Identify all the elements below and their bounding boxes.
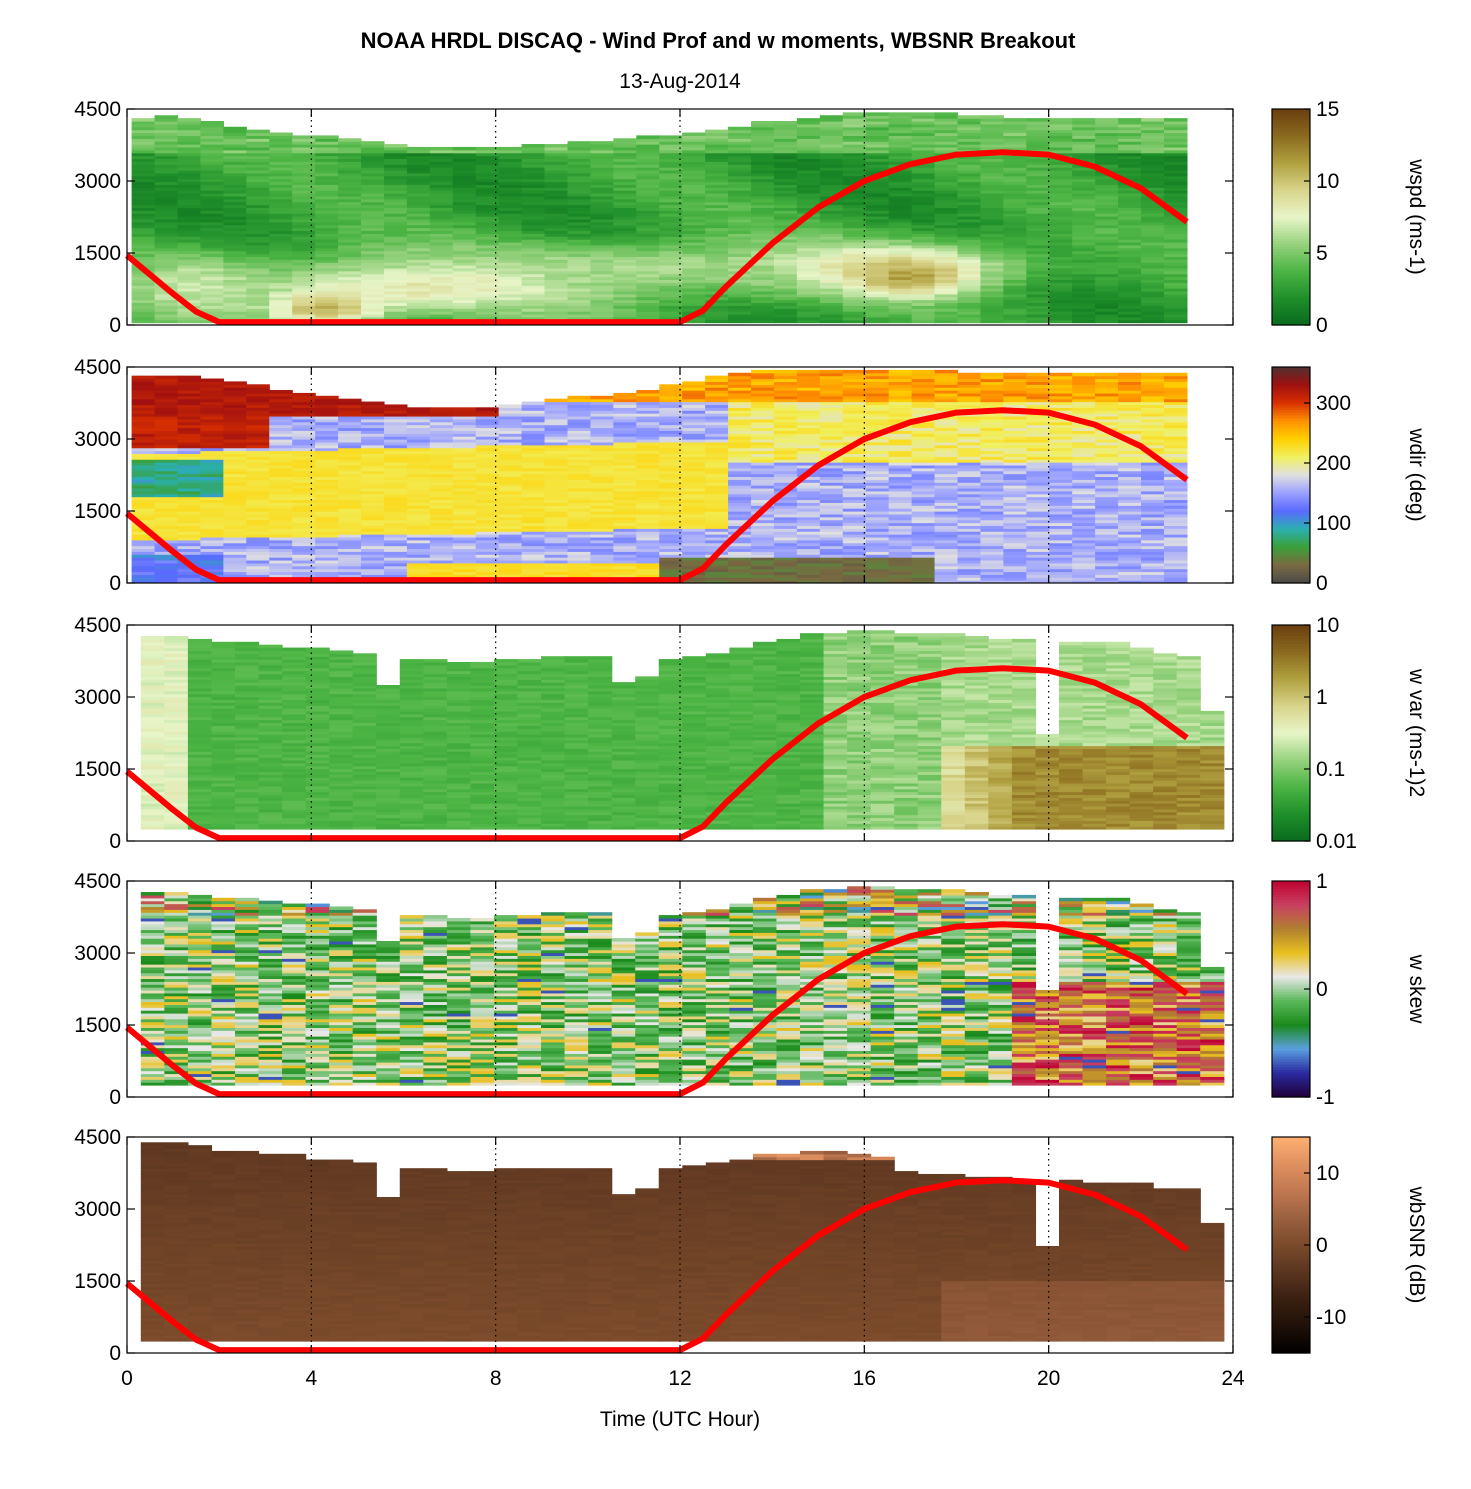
colorbar-tick-label: 0.01: [1316, 830, 1357, 853]
panel-1: 0 1500 3000 4500 0 5 10 15 wspd (ms-1): [74, 98, 1428, 337]
heatmap-field: [131, 112, 1188, 324]
colorbar-tick-label: 10: [1316, 170, 1339, 193]
colorbar-tick-label: -10: [1316, 1306, 1346, 1329]
y-tick-label: 4500: [74, 98, 121, 121]
colorbar-label: wspd (ms-1): [1405, 158, 1428, 275]
y-tick-label: 0: [109, 830, 121, 853]
colorbar-label: w skew: [1405, 954, 1428, 1025]
y-tick-label: 3000: [74, 428, 121, 451]
y-tick-label: 1500: [74, 242, 121, 265]
colorbar-tick-label: 10: [1316, 614, 1339, 637]
x-tick-label: 0: [121, 1367, 133, 1390]
overlay-line: [125, 149, 1189, 326]
panel-3: 0 1500 3000 4500 0.01 0.1 1 10 w var (ms-1)2: [74, 614, 1428, 853]
panel-4: 0 1500 3000 4500 -1 0 1 w skew: [74, 870, 1428, 1109]
colorbar: 0 100 200 300: [1271, 366, 1351, 595]
x-axis-label: Time (UTC Hour): [600, 1408, 760, 1431]
overlay-line: [125, 665, 1189, 842]
y-tick-label: 4500: [74, 1126, 121, 1149]
x-tick-label: 24: [1221, 1367, 1245, 1390]
panel-2: 0 1500 3000 4500 0 100 200 300 wdir (deg): [74, 356, 1428, 595]
colorbar-tick-label: 0: [1316, 1234, 1328, 1257]
colorbar-label: wdir (deg): [1405, 427, 1428, 521]
colorbar: 0.01 0.1 1 10: [1271, 614, 1357, 853]
heatmap-field: [140, 630, 1225, 830]
x-tick-label: 8: [490, 1367, 502, 1390]
chart-title: NOAA HRDL DISCAQ - Wind Prof and w momen…: [361, 28, 1077, 53]
x-tick-label: 20: [1037, 1367, 1060, 1390]
y-tick-label: 3000: [74, 1198, 121, 1221]
colorbar-tick-label: 5: [1316, 242, 1328, 265]
colorbar-label: wbSNR (dB): [1405, 1186, 1428, 1304]
panel-5: 0 1500 3000 4500 -10 0 10 wbSNR (dB): [74, 1126, 1428, 1365]
y-tick-label: 1500: [74, 500, 121, 523]
colorbar-tick-label: 200: [1316, 452, 1351, 475]
colorbar: -10 0 10: [1271, 1136, 1346, 1354]
y-tick-label: 1500: [74, 1014, 121, 1037]
colorbar-tick-label: 1: [1316, 686, 1328, 709]
x-tick-label: 16: [853, 1367, 876, 1390]
y-tick-label: 3000: [74, 170, 121, 193]
colorbar-tick-label: 0: [1316, 978, 1328, 1001]
colorbar-label: w var (ms-1)2: [1405, 668, 1428, 797]
x-tick-label: 12: [668, 1367, 691, 1390]
colorbar-tick-label: 100: [1316, 512, 1351, 535]
colorbar-tick-label: -1: [1316, 1086, 1335, 1109]
y-tick-label: 1500: [74, 758, 121, 781]
colorbar-tick-label: 300: [1316, 392, 1351, 415]
y-tick-label: 3000: [74, 686, 121, 709]
y-tick-label: 4500: [74, 356, 121, 379]
y-tick-label: 0: [109, 1342, 121, 1365]
x-tick-label: 4: [305, 1367, 317, 1390]
heatmap-field: [140, 1142, 1225, 1342]
y-tick-label: 4500: [74, 870, 121, 893]
colorbar-tick-label: 15: [1316, 98, 1339, 121]
y-tick-label: 1500: [74, 1270, 121, 1293]
chart-subtitle: 13-Aug-2014: [619, 70, 741, 93]
colorbar-tick-label: 0: [1316, 572, 1328, 595]
colorbar: 0 5 10 15: [1271, 98, 1339, 337]
colorbar-tick-label: 0.1: [1316, 758, 1345, 781]
y-tick-label: 4500: [74, 614, 121, 637]
y-tick-label: 0: [109, 314, 121, 337]
y-tick-label: 3000: [74, 942, 121, 965]
overlay-line: [125, 1177, 1189, 1354]
overlay-line: [125, 921, 1189, 1098]
overlay-line: [125, 407, 1189, 584]
colorbar-tick-label: 10: [1316, 1162, 1339, 1185]
y-tick-label: 0: [109, 1086, 121, 1109]
colorbar: -1 0 1: [1271, 870, 1335, 1109]
colorbar-tick-label: 0: [1316, 314, 1328, 337]
heatmap-field: [131, 369, 1188, 583]
heatmap-field: [140, 886, 1225, 1086]
colorbar-tick-label: 1: [1316, 870, 1328, 893]
y-tick-label: 0: [109, 572, 121, 595]
